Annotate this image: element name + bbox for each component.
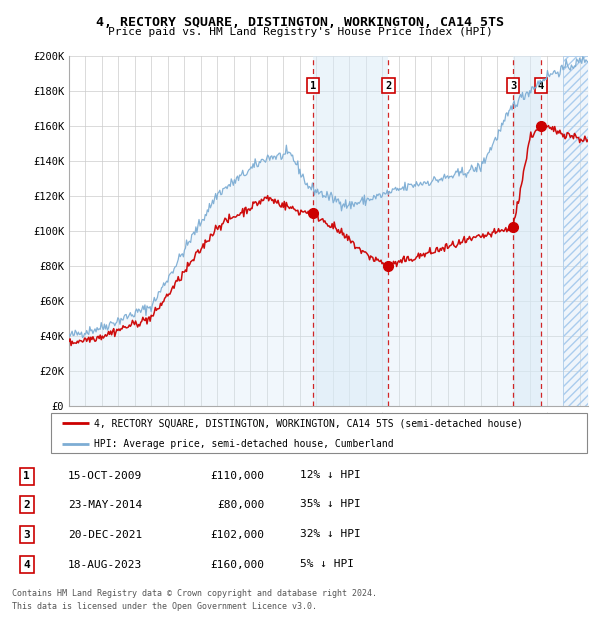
Text: 15-OCT-2009: 15-OCT-2009 — [68, 471, 142, 481]
Text: 4: 4 — [23, 560, 30, 570]
Text: 20-DEC-2021: 20-DEC-2021 — [68, 529, 142, 540]
Text: 4: 4 — [538, 81, 544, 91]
Text: 18-AUG-2023: 18-AUG-2023 — [68, 560, 142, 570]
Text: 35% ↓ HPI: 35% ↓ HPI — [300, 499, 361, 509]
Text: 4, RECTORY SQUARE, DISTINGTON, WORKINGTON, CA14 5TS: 4, RECTORY SQUARE, DISTINGTON, WORKINGTO… — [96, 16, 504, 29]
Text: Contains HM Land Registry data © Crown copyright and database right 2024.: Contains HM Land Registry data © Crown c… — [12, 589, 377, 598]
Text: Price paid vs. HM Land Registry's House Price Index (HPI): Price paid vs. HM Land Registry's House … — [107, 27, 493, 37]
Bar — [563, 56, 588, 406]
Text: £80,000: £80,000 — [217, 500, 265, 510]
Text: 1: 1 — [310, 81, 316, 91]
Text: 12% ↓ HPI: 12% ↓ HPI — [300, 471, 361, 480]
Text: 2: 2 — [385, 81, 392, 91]
Text: 5% ↓ HPI: 5% ↓ HPI — [300, 559, 354, 569]
Text: 3: 3 — [23, 529, 30, 540]
FancyBboxPatch shape — [51, 414, 587, 453]
Text: This data is licensed under the Open Government Licence v3.0.: This data is licensed under the Open Gov… — [12, 601, 317, 611]
Text: HPI: Average price, semi-detached house, Cumberland: HPI: Average price, semi-detached house,… — [94, 438, 394, 449]
Text: 2: 2 — [23, 500, 30, 510]
Text: 32% ↓ HPI: 32% ↓ HPI — [300, 529, 361, 539]
Text: 3: 3 — [510, 81, 517, 91]
Text: £110,000: £110,000 — [211, 471, 265, 481]
Bar — [563, 56, 588, 406]
Bar — [313, 56, 388, 406]
Text: £102,000: £102,000 — [211, 529, 265, 540]
Text: 23-MAY-2014: 23-MAY-2014 — [68, 500, 142, 510]
Text: 1: 1 — [23, 471, 30, 481]
Text: £160,000: £160,000 — [211, 560, 265, 570]
Bar — [513, 56, 541, 406]
Text: 4, RECTORY SQUARE, DISTINGTON, WORKINGTON, CA14 5TS (semi-detached house): 4, RECTORY SQUARE, DISTINGTON, WORKINGTO… — [94, 418, 523, 428]
